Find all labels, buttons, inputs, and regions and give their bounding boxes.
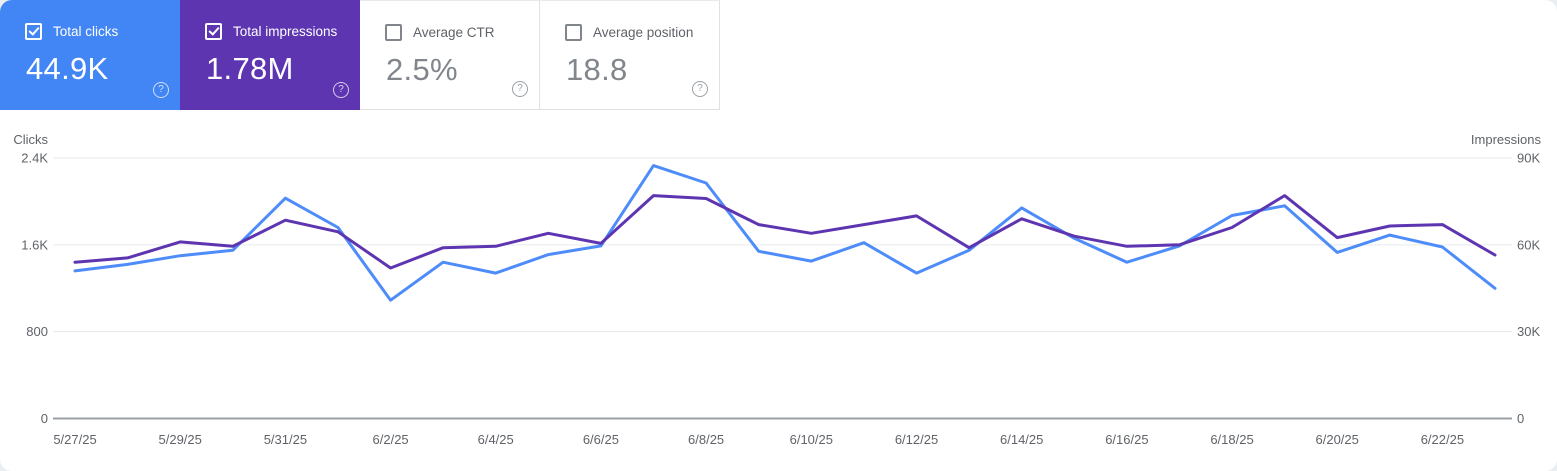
x-axis-label: 6/10/25 (790, 432, 833, 447)
metric-label: Total impressions (233, 24, 338, 39)
metric-card-total-clicks[interactable]: Total clicks 44.9K ? (0, 0, 180, 110)
metric-card-average-ctr[interactable]: Average CTR 2.5% ? (360, 0, 540, 110)
average-position-checkbox[interactable] (565, 24, 582, 41)
x-axis-label: 6/12/25 (895, 432, 938, 447)
average-ctr-checkbox[interactable] (385, 24, 402, 41)
help-icon[interactable]: ? (512, 81, 528, 97)
impressions-line[interactable] (73, 194, 1497, 270)
check-icon (207, 24, 220, 36)
metric-value: 44.9K (26, 51, 109, 86)
metric-card-header: Total impressions (205, 23, 360, 40)
metric-label: Average CTR (413, 25, 495, 40)
right-axis-title: Impressions (1471, 132, 1542, 147)
x-axis-label: 6/22/25 (1421, 432, 1464, 447)
x-axis-label: 6/6/25 (583, 432, 619, 447)
right-axis-tick: 0 (1517, 411, 1524, 426)
metric-label: Average position (593, 25, 694, 40)
total-impressions-checkbox[interactable] (205, 23, 222, 40)
right-axis-tick: 60K (1517, 237, 1540, 252)
metric-cards-row: Total clicks 44.9K ? Total impressions 1… (0, 0, 720, 110)
metric-card-header: Average CTR (385, 24, 539, 41)
left-axis-tick: 0 (41, 411, 48, 426)
x-axis-label: 6/20/25 (1316, 432, 1359, 447)
x-axis-label: 6/8/25 (688, 432, 724, 447)
left-axis-tick: 1.6K (21, 237, 48, 252)
metric-label: Total clicks (53, 24, 119, 39)
right-axis-tick: 30K (1517, 324, 1540, 339)
metric-card-average-position[interactable]: Average position 18.8 ? (540, 0, 720, 110)
left-axis-tick: 800 (26, 324, 48, 339)
clicks-line[interactable] (73, 164, 1497, 302)
x-axis-label: 5/31/25 (264, 432, 307, 447)
x-axis-label: 5/29/25 (159, 432, 202, 447)
x-axis-label: 6/2/25 (373, 432, 409, 447)
metric-card-total-impressions[interactable]: Total impressions 1.78M ? (180, 0, 360, 110)
total-clicks-checkbox[interactable] (25, 23, 42, 40)
metric-value: 18.8 (566, 52, 628, 87)
metric-card-header: Average position (565, 24, 719, 41)
metric-value: 2.5% (386, 52, 458, 87)
help-icon[interactable]: ? (153, 82, 169, 98)
x-axis-label: 6/4/25 (478, 432, 514, 447)
check-icon (27, 24, 40, 36)
metric-card-header: Total clicks (25, 23, 180, 40)
metric-value: 1.78M (206, 51, 294, 86)
help-icon[interactable]: ? (333, 82, 349, 98)
help-icon[interactable]: ? (692, 81, 708, 97)
x-axis-label: 5/27/25 (53, 432, 96, 447)
x-axis-label: 6/18/25 (1210, 432, 1253, 447)
x-axis-label: 6/14/25 (1000, 432, 1043, 447)
x-axis-label: 6/16/25 (1105, 432, 1148, 447)
left-axis-tick: 2.4K (21, 151, 48, 166)
left-axis-title: Clicks (13, 132, 48, 147)
right-axis-tick: 90K (1517, 151, 1540, 166)
